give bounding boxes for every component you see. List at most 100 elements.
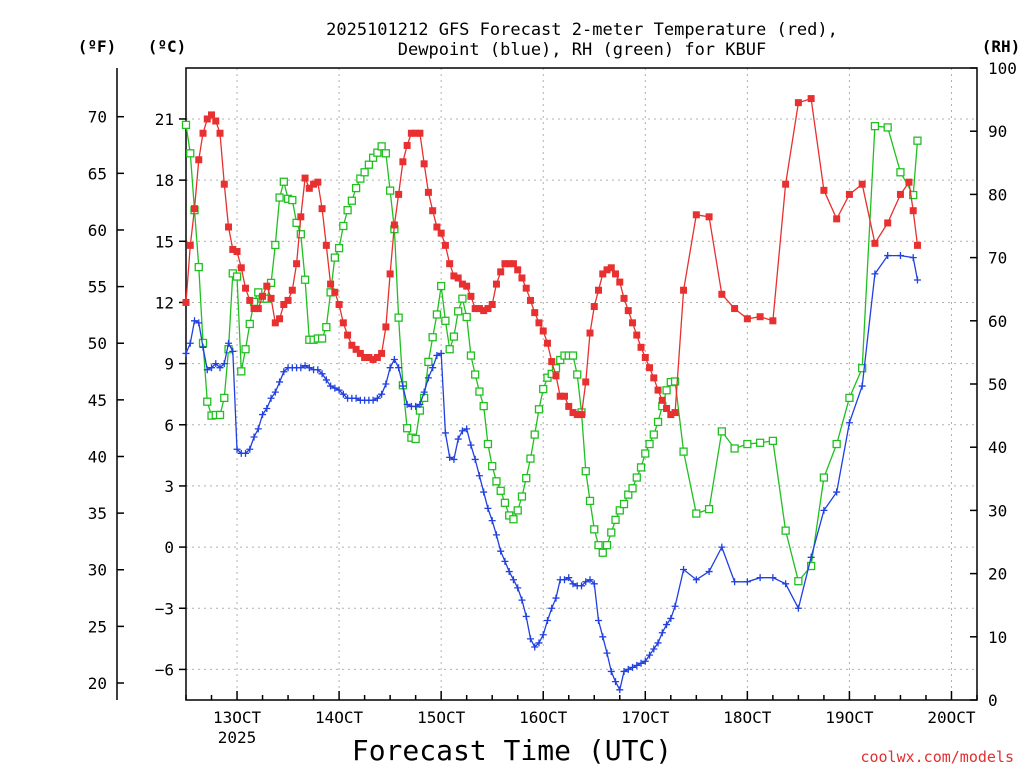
rh-tick-label: 70: [988, 249, 1007, 268]
dewpoint-point: [301, 362, 309, 370]
dewpoint-point: [663, 621, 671, 629]
temperature-point: [612, 270, 620, 278]
rh-point: [445, 345, 454, 354]
rh-point: [343, 206, 352, 215]
temperature-point: [335, 300, 343, 308]
dewpoint-point: [386, 364, 394, 372]
rh-point: [832, 439, 841, 449]
temperature-point: [288, 286, 296, 294]
temperature-point: [505, 260, 513, 268]
rh-axis-unit: (RH): [982, 37, 1021, 56]
dewpoint-point: [212, 360, 220, 368]
fahrenheit-axis-unit: (ºF): [78, 37, 117, 56]
dewpoint-point: [514, 584, 522, 592]
temperature-point: [254, 305, 262, 313]
rh-point: [360, 168, 369, 177]
dewpoint-point: [833, 488, 841, 496]
rh-point: [449, 332, 459, 341]
rh-point: [232, 272, 242, 281]
temperature-point: [195, 156, 203, 164]
dewpoint-point: [522, 612, 530, 620]
rh-point: [632, 473, 641, 482]
dewpoint-point: [263, 404, 271, 412]
rh-point: [428, 333, 437, 342]
chart-title-line2: Dewpoint (blue), RH (green) for KBUF: [398, 40, 766, 60]
dewpoint-point: [641, 657, 649, 665]
time-tick-label: 13OCT: [213, 708, 262, 727]
dewpoint-point: [229, 347, 237, 355]
dewpoint-point: [314, 366, 322, 374]
temperature-point: [242, 284, 250, 292]
dewpoint-point: [620, 667, 628, 675]
dewpoint-point: [186, 339, 194, 347]
temperature-point: [565, 402, 573, 410]
dewpoint-point: [807, 553, 815, 561]
rh-point: [768, 436, 778, 446]
temperature-point: [692, 211, 700, 219]
rh-point: [539, 384, 548, 394]
dewpoint-point: [191, 317, 199, 325]
temperature-point: [348, 341, 356, 349]
dewpoint-point: [531, 643, 539, 651]
dewpoint-point: [612, 678, 620, 686]
rh-point: [670, 377, 680, 386]
dewpoint-point: [743, 578, 751, 586]
temperature-point: [633, 331, 641, 339]
rh-point: [611, 515, 620, 525]
temperature-point: [896, 190, 904, 198]
rh-point: [636, 463, 646, 472]
rh-point: [181, 120, 191, 130]
rh-point: [628, 484, 637, 493]
temperature-point: [573, 411, 581, 419]
dewpoint-point: [913, 276, 921, 284]
dewpoint-point: [845, 419, 853, 427]
celsius-tick-label: 0: [164, 538, 174, 557]
celsius-tick-label: 18: [155, 171, 174, 190]
rh-point: [471, 370, 480, 379]
temperature-point: [361, 353, 369, 361]
rh-point: [203, 397, 212, 406]
rh-point: [717, 427, 726, 436]
dewpoint-point: [569, 580, 577, 588]
temperature-point: [501, 260, 509, 268]
temperature-point: [225, 223, 233, 231]
grid-lines: [186, 68, 977, 700]
rh-point: [517, 492, 527, 501]
dewpoint-point: [475, 472, 483, 480]
temperature-point: [641, 353, 649, 361]
dewpoint-point: [450, 455, 458, 463]
rh-point: [288, 195, 297, 205]
dewpoint-point: [680, 566, 688, 574]
dewpoint-point: [437, 349, 445, 357]
temperature-point: [845, 190, 853, 198]
rh-point: [483, 439, 493, 449]
temperature-point: [454, 274, 462, 282]
fahrenheit-tick-label: 60: [88, 221, 107, 240]
rh-point: [454, 307, 463, 316]
temperature-point: [365, 353, 373, 361]
rh-point: [381, 149, 391, 158]
rh-point: [437, 281, 446, 291]
rh-tick-label: 20: [988, 565, 1007, 584]
temperature-point: [599, 270, 607, 278]
rh-point: [602, 541, 612, 550]
dewpoint-point: [433, 351, 441, 359]
temperature-point: [301, 174, 309, 182]
rh-point: [806, 561, 816, 571]
dewpoint-point: [603, 649, 611, 657]
rh-point: [279, 177, 288, 186]
temperature-point: [182, 298, 190, 306]
temperature-point: [339, 319, 347, 327]
dewpoint-point: [637, 659, 645, 667]
temperature-point: [208, 111, 216, 119]
rh-point: [334, 243, 344, 253]
dewpoint-point: [794, 604, 802, 612]
temperature-point: [458, 280, 466, 288]
dewpoint-point: [526, 635, 534, 643]
dewpoint-point: [633, 661, 641, 669]
temperature-point: [186, 241, 194, 249]
rh-point: [441, 316, 450, 325]
temperature-point: [407, 129, 415, 137]
temperature-point: [556, 392, 564, 400]
